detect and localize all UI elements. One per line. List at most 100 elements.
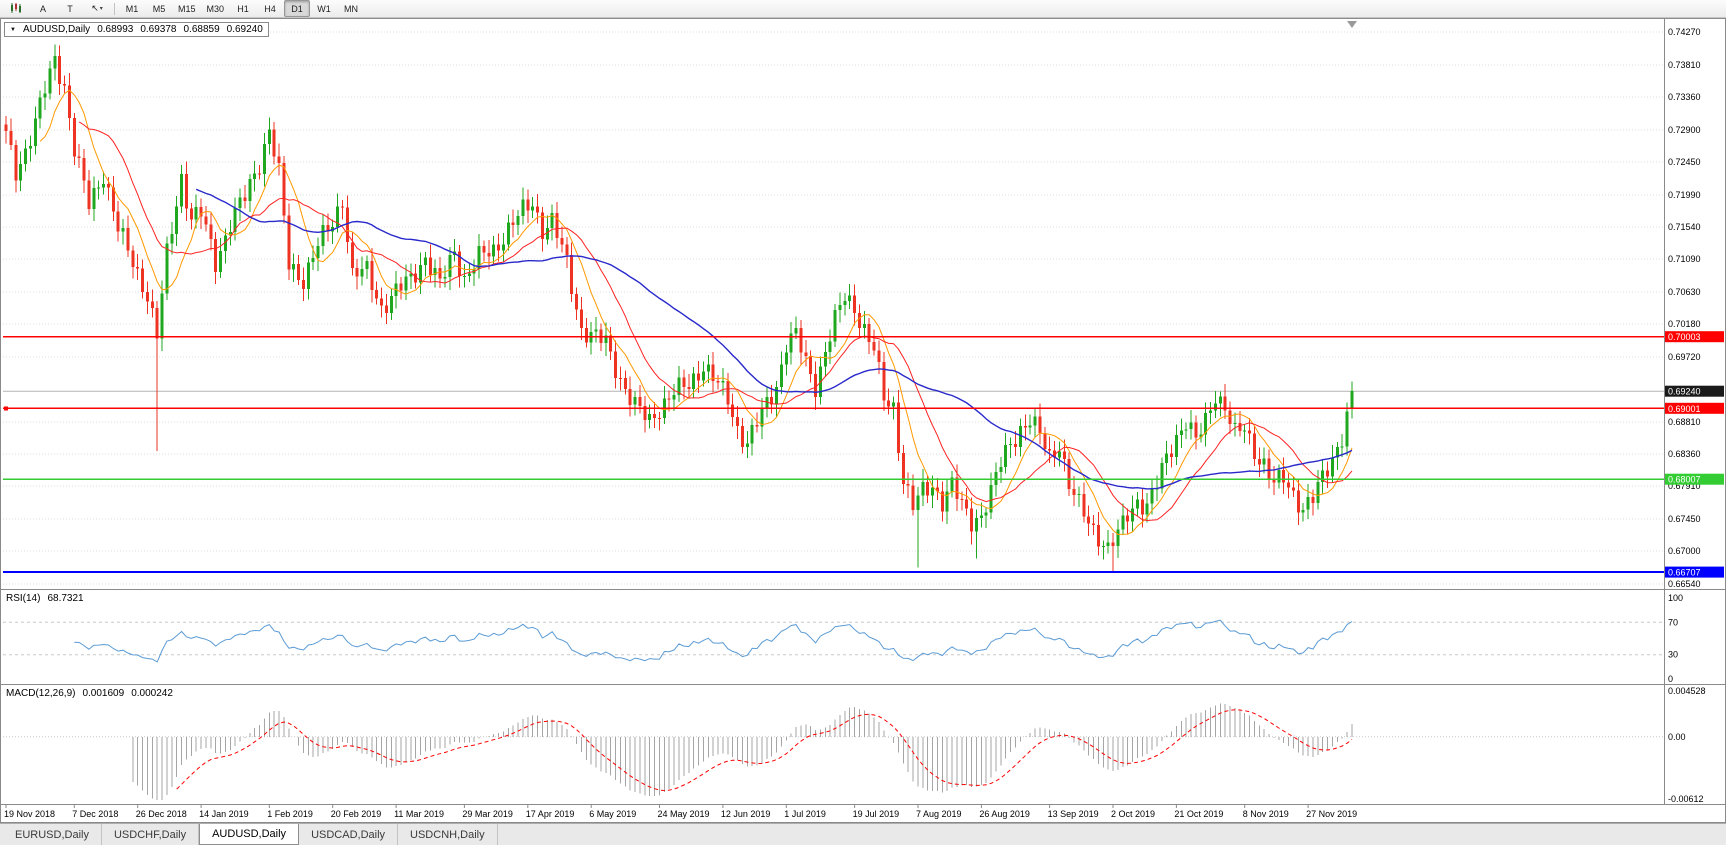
- toolbar-separator: [114, 2, 115, 15]
- chart-background: [0, 18, 1726, 823]
- timeframe-m1[interactable]: M1: [125, 3, 139, 14]
- svg-text:17 Apr 2019: 17 Apr 2019: [526, 809, 575, 819]
- cursor-icon: ↖: [91, 3, 99, 13]
- text-tool-button[interactable]: T: [67, 3, 73, 14]
- svg-text:27 Nov 2019: 27 Nov 2019: [1306, 809, 1357, 819]
- svg-text:12 Jun 2019: 12 Jun 2019: [721, 809, 771, 819]
- ma-16-line[interactable]: [78, 121, 1353, 522]
- svg-text:29 Mar 2019: 29 Mar 2019: [462, 809, 513, 819]
- svg-text:6 May 2019: 6 May 2019: [589, 809, 636, 819]
- timeframe-m30[interactable]: M30: [206, 3, 225, 14]
- timeframe-w1[interactable]: W1: [317, 3, 331, 14]
- font-tool-button[interactable]: A: [39, 3, 46, 14]
- svg-text:7 Dec 2018: 7 Dec 2018: [72, 809, 118, 819]
- svg-text:0.70630: 0.70630: [1668, 287, 1701, 297]
- ma-8-line[interactable]: [39, 89, 1353, 536]
- ohlc-close: 0.69240: [226, 24, 263, 35]
- rsi-pane: [3, 619, 1664, 663]
- svg-text:70: 70: [1668, 617, 1678, 627]
- tab-usdcad-daily[interactable]: USDCAD,Daily: [299, 824, 399, 845]
- chart-tabs-bar: EURUSD,Daily USDCHF,Daily AUDUSD,Daily USDC…: [0, 823, 1726, 845]
- svg-text:7 Aug 2019: 7 Aug 2019: [916, 809, 962, 819]
- timeframe-m15[interactable]: M15: [178, 3, 196, 14]
- timeframe-h4[interactable]: H4: [264, 3, 276, 14]
- rsi-line: [74, 619, 1353, 663]
- svg-text:0.71990: 0.71990: [1668, 190, 1701, 200]
- ohlc-low: 0.68859: [183, 24, 220, 35]
- macd-value-signal: 0.000242: [131, 688, 173, 699]
- svg-text:0.66540: 0.66540: [1668, 579, 1701, 589]
- svg-text:0.69720: 0.69720: [1668, 352, 1701, 362]
- svg-text:0.73810: 0.73810: [1668, 60, 1701, 70]
- svg-text:0.70003: 0.70003: [1668, 332, 1701, 342]
- timeframe-group: M1 M5 M15 M30 H1 H4 D1 W1 MN: [119, 0, 364, 17]
- rsi-name: RSI(14): [6, 593, 41, 604]
- svg-text:0.73360: 0.73360: [1668, 92, 1701, 102]
- svg-text:24 May 2019: 24 May 2019: [658, 809, 710, 819]
- ma-40-line[interactable]: [195, 188, 1353, 490]
- tab-usdcnh-daily[interactable]: USDCNH,Daily: [398, 824, 498, 845]
- svg-text:8 Nov 2019: 8 Nov 2019: [1243, 809, 1289, 819]
- svg-text:-0.00612: -0.00612: [1668, 794, 1704, 804]
- rsi-value: 68.7321: [47, 593, 84, 604]
- svg-text:0.67910: 0.67910: [1668, 481, 1701, 491]
- svg-text:21 Oct 2019: 21 Oct 2019: [1174, 809, 1223, 819]
- timeframe-mn[interactable]: MN: [344, 3, 359, 14]
- time-axis[interactable]: 19 Nov 2018 7 Dec 2018 26 Dec 2018 14 Jan 2…: [4, 805, 1357, 819]
- svg-text:0.67000: 0.67000: [1668, 546, 1701, 556]
- candlestick-chart-icon: [10, 2, 22, 16]
- ohlc-open: 0.68993: [97, 24, 134, 35]
- macd-pane: [3, 703, 1664, 800]
- svg-text:0.66707: 0.66707: [1668, 568, 1701, 578]
- current-price-box: [1665, 385, 1724, 397]
- rsi-axis: 100 70 30 0: [1668, 593, 1683, 684]
- svg-text:0.70180: 0.70180: [1668, 319, 1701, 329]
- svg-text:26 Aug 2019: 26 Aug 2019: [979, 809, 1030, 819]
- chart-type-button[interactable]: [3, 0, 29, 17]
- macd-name: MACD(12,26,9): [6, 688, 76, 699]
- timeframe-m5[interactable]: M5: [152, 3, 166, 14]
- svg-text:0: 0: [1668, 674, 1673, 684]
- timeframe-h1[interactable]: H1: [237, 3, 249, 14]
- svg-text:30: 30: [1668, 650, 1678, 660]
- hline-handle: [4, 406, 8, 411]
- svg-text:0.67450: 0.67450: [1668, 514, 1701, 524]
- macd-value-main: 0.001609: [82, 688, 125, 699]
- svg-text:0.72900: 0.72900: [1668, 125, 1701, 135]
- pane-separators[interactable]: [0, 589, 1726, 805]
- svg-text:0.69240: 0.69240: [1668, 387, 1701, 397]
- price-chart-svg: 0.74270 0.73810 0.73360 0.72900 0.72450 0.719…: [0, 18, 1726, 823]
- svg-text:0.72450: 0.72450: [1668, 157, 1701, 167]
- svg-text:0.74270: 0.74270: [1668, 27, 1701, 37]
- svg-text:0.71090: 0.71090: [1668, 254, 1701, 264]
- cursor-tool-button[interactable]: ↖ ▾: [84, 0, 110, 17]
- svg-text:100: 100: [1668, 593, 1683, 603]
- chart-shift-marker[interactable]: [1347, 21, 1357, 28]
- toolbar: A T ↖ ▾ M1 M5 M15 M30 H1 H4 D1 W1 MN: [0, 0, 1726, 18]
- svg-text:1 Feb 2019: 1 Feb 2019: [267, 809, 313, 819]
- chart-area[interactable]: 0.74270 0.73810 0.73360 0.72900 0.72450 0.719…: [0, 18, 1726, 823]
- ohlc-high: 0.69378: [140, 24, 177, 35]
- svg-text:2 Oct 2019: 2 Oct 2019: [1111, 809, 1155, 819]
- tab-usdchf-daily[interactable]: USDCHF,Daily: [101, 824, 200, 845]
- price-axis[interactable]: 0.74270 0.73810 0.73360 0.72900 0.72450 0.719…: [1665, 27, 1724, 589]
- symbol-title: AUDUSD,Daily: [22, 24, 91, 35]
- macd-axis: 0.004528 0.00 -0.00612: [1668, 686, 1706, 804]
- tab-eurusd-daily[interactable]: EURUSD,Daily: [3, 824, 102, 845]
- svg-text:19 Jul 2019: 19 Jul 2019: [853, 809, 900, 819]
- tab-audusd-daily[interactable]: AUDUSD,Daily: [199, 824, 300, 845]
- svg-text:0.00: 0.00: [1668, 732, 1686, 742]
- macd-label: MACD(12,26,9) 0.001609 0.000242: [6, 688, 173, 699]
- svg-text:0.68810: 0.68810: [1668, 417, 1701, 427]
- collapse-icon[interactable]: ▼: [10, 26, 16, 33]
- svg-text:26 Dec 2018: 26 Dec 2018: [136, 809, 187, 819]
- horizontal-level-lines[interactable]: [3, 336, 1664, 574]
- svg-text:0.68007: 0.68007: [1668, 475, 1701, 485]
- macd-histogram: [132, 703, 1353, 800]
- timeframe-d1[interactable]: D1: [284, 0, 311, 17]
- svg-text:19 Nov 2018: 19 Nov 2018: [4, 809, 55, 819]
- svg-text:13 Sep 2019: 13 Sep 2019: [1048, 809, 1099, 819]
- macd-signal-line: [176, 709, 1353, 792]
- symbol-ohlc-box: ▼ AUDUSD,Daily 0.68993 0.69378 0.68859 0…: [4, 22, 269, 37]
